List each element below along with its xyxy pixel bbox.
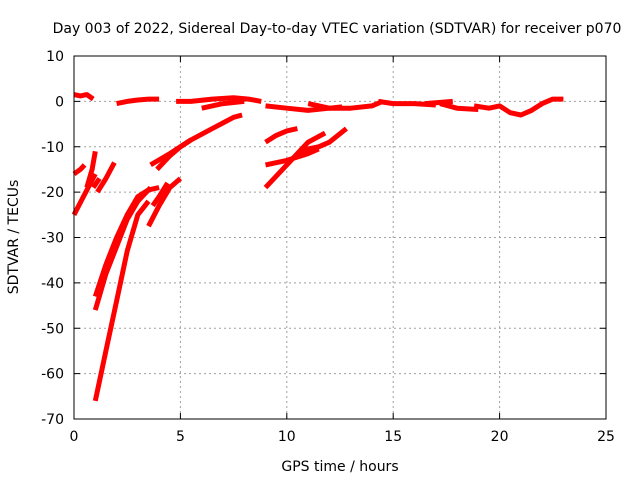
series-arc-07 <box>377 98 436 108</box>
series-arc-23 <box>264 126 298 145</box>
y-axis-label: SDTVAR / TECUs <box>6 180 22 295</box>
series-arc-06 <box>307 99 384 111</box>
series-arc-26 <box>296 126 348 156</box>
y-tick-label: -30 <box>41 231 64 247</box>
y-tick-label: -20 <box>41 185 64 201</box>
y-tick-label: -50 <box>41 321 64 337</box>
series-arc-14 <box>91 177 102 190</box>
axis-ticks <box>73 55 607 420</box>
y-tick-label: 0 <box>55 94 64 110</box>
x-axis-label: GPS time / hours <box>281 459 398 475</box>
x-tick-label: 5 <box>176 429 185 445</box>
series-arc-22 <box>155 137 193 172</box>
x-tick-label: 10 <box>278 429 296 445</box>
series-arc-20 <box>150 181 170 208</box>
x-tick-label: 15 <box>384 429 402 445</box>
y-tick-label: -10 <box>41 140 64 156</box>
series-arc-04 <box>201 98 245 111</box>
grid <box>74 56 606 419</box>
series-arc-01 <box>73 92 95 102</box>
x-tick-label: 20 <box>491 429 509 445</box>
x-tick-label: 0 <box>70 429 79 445</box>
series-arc-17 <box>92 185 153 311</box>
series-arc-10 <box>473 96 564 118</box>
x-tick-label: 25 <box>597 429 615 445</box>
tick-labels: 0 5 10 15 20 25 10 0 -10 -20 -30 -40 -50 -60 -70 <box>41 49 615 445</box>
series-arc-15 <box>95 161 117 194</box>
data-traces <box>71 92 564 402</box>
series-arc-08 <box>424 98 453 107</box>
series-arc-03 <box>176 95 262 104</box>
series-arc-25 <box>264 146 320 168</box>
y-tick-label: 10 <box>46 49 64 65</box>
series-arc-09 <box>439 101 479 112</box>
series-arc-21 <box>149 112 243 168</box>
y-tick-label: -60 <box>41 367 64 383</box>
series-arc-19 <box>146 176 183 228</box>
chart-title: Day 003 of 2022, Sidereal Day-to-day VTE… <box>53 21 622 37</box>
series-arc-13 <box>84 150 98 189</box>
series-arc-02 <box>116 96 160 107</box>
y-tick-label: -40 <box>41 276 64 292</box>
series-arc-11 <box>72 163 87 177</box>
series-arc-12 <box>71 172 98 216</box>
y-tick-label: -70 <box>41 412 64 428</box>
series-arc-18 <box>92 199 151 402</box>
